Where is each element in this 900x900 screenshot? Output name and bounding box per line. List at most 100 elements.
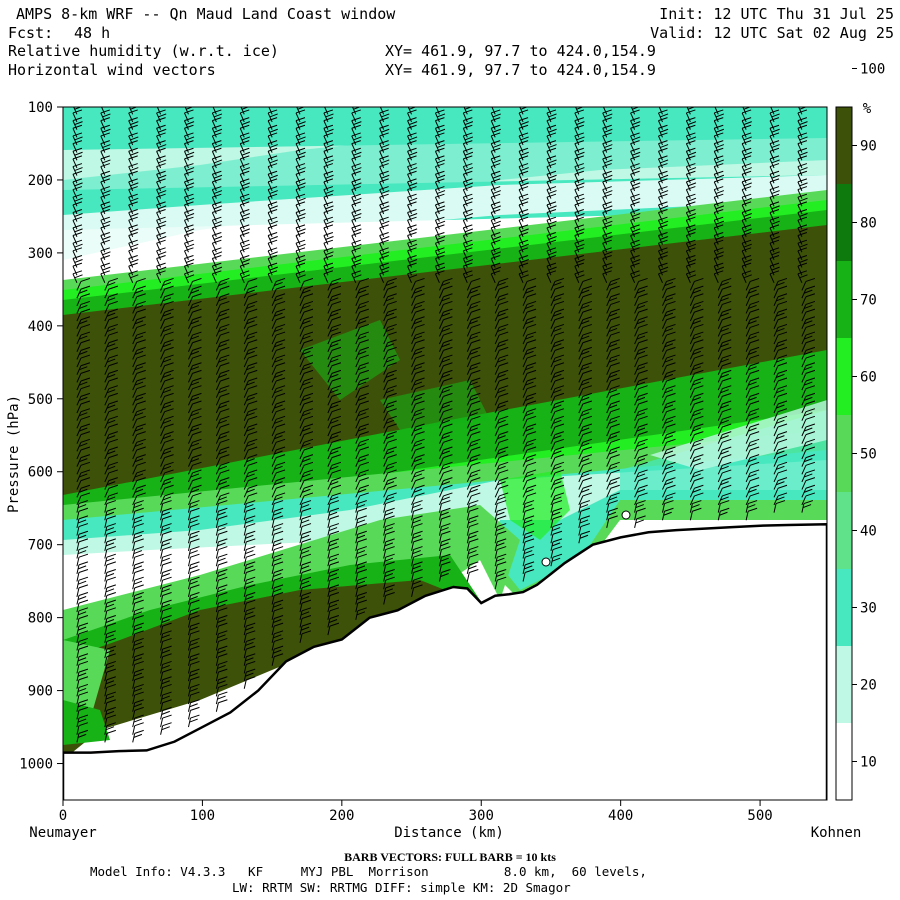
wind-barb	[156, 193, 166, 207]
wind-barb	[128, 201, 138, 215]
wind-barb	[104, 492, 118, 506]
wind-barb	[76, 431, 91, 444]
y-tick-label: 400	[28, 319, 53, 335]
wind-barb	[76, 308, 91, 322]
wind-barb	[128, 140, 138, 153]
wind-barb	[271, 637, 284, 651]
wind-barb	[379, 232, 390, 245]
wind-barb	[438, 354, 453, 368]
wind-barb	[295, 109, 306, 123]
wind-barb	[100, 124, 111, 138]
wind-barb	[407, 262, 417, 276]
wind-barb	[187, 546, 200, 559]
wind-barb	[438, 507, 451, 521]
wind-barb	[434, 224, 445, 238]
wind-barb	[188, 392, 202, 406]
wind-barb	[407, 109, 417, 123]
wind-barb	[411, 576, 423, 590]
wind-barb	[100, 117, 110, 130]
wind-barb	[184, 109, 194, 123]
wind-barb	[462, 132, 474, 146]
wind-barb	[156, 109, 167, 123]
wind-barb	[188, 339, 202, 352]
wind-barb	[327, 323, 342, 337]
wind-barb	[243, 515, 256, 529]
colorbar-tick-label: 90	[860, 139, 877, 155]
wind-barb	[327, 492, 342, 506]
wind-barb	[299, 492, 314, 506]
wind-barb	[132, 500, 144, 513]
wind-barb	[104, 507, 116, 521]
wind-barb	[104, 530, 116, 544]
wind-barb	[160, 285, 174, 299]
wind-barb	[76, 515, 89, 529]
wind-barb	[132, 668, 144, 682]
wind-barb	[76, 630, 89, 643]
wind-barb	[215, 500, 228, 513]
wind-barb	[243, 630, 256, 643]
wind-barb	[243, 546, 256, 559]
x-axis-label: Distance (km)	[394, 825, 504, 841]
wind-barb	[271, 615, 284, 628]
wind-barb	[355, 331, 369, 345]
wind-barb	[271, 630, 284, 643]
wind-barb	[434, 147, 445, 161]
wind-barb	[156, 201, 167, 215]
wind-barb	[160, 691, 172, 705]
wind-barb	[299, 362, 314, 375]
y-tick-label: 900	[28, 684, 53, 700]
wind-barb	[72, 147, 83, 161]
wind-barb	[355, 385, 369, 398]
wind-barb	[104, 615, 116, 628]
wind-barb	[184, 201, 194, 215]
wind-barb	[379, 186, 390, 199]
wind-barb	[132, 385, 146, 398]
wind-barb	[243, 446, 258, 460]
wind-barb	[188, 354, 202, 368]
wind-barb	[351, 201, 361, 215]
wind-barb	[100, 193, 110, 207]
wind-barb	[243, 645, 256, 659]
wind-barb	[211, 201, 223, 215]
wind-barb	[184, 124, 194, 138]
wind-barb	[215, 676, 228, 689]
wind-barb	[188, 408, 202, 421]
wind-barb	[271, 354, 286, 368]
wind-barb	[72, 186, 83, 199]
init-time: Init: 12 UTC Thu 31 Jul 25	[659, 5, 894, 23]
wind-barb	[76, 683, 89, 697]
wind-barb	[104, 683, 116, 697]
wind-barb	[379, 216, 390, 230]
wind-barb	[383, 339, 397, 352]
wind-barb	[411, 461, 425, 475]
wind-barb	[239, 216, 250, 230]
wind-barb	[355, 507, 367, 521]
wind-barb	[434, 247, 446, 261]
wind-barb	[160, 308, 174, 322]
wind-barb	[411, 584, 423, 597]
wind-barb	[411, 561, 423, 574]
wind-barb	[271, 469, 286, 483]
wind-barb	[271, 538, 284, 551]
wind-barb	[355, 492, 369, 506]
wind-barb	[215, 461, 230, 475]
wind-barb	[184, 178, 195, 192]
y-tick-label: 1000	[19, 757, 53, 773]
wind-barb	[187, 653, 200, 666]
wind-barb	[267, 239, 278, 253]
wind-barb	[104, 331, 118, 345]
wind-barb	[407, 224, 418, 238]
wind-barb	[104, 630, 116, 643]
wind-barb	[407, 193, 418, 207]
wind-barb	[411, 492, 425, 506]
wind-barb	[327, 515, 340, 529]
wind-barb	[76, 546, 89, 559]
wind-barb	[184, 255, 195, 268]
wind-barb	[383, 561, 395, 574]
wind-barb	[156, 140, 167, 153]
wind-barb	[438, 308, 453, 322]
wind-barb	[355, 308, 369, 322]
wind-barb	[295, 147, 306, 161]
wind-barb	[76, 653, 89, 666]
wind-barb	[271, 507, 284, 521]
